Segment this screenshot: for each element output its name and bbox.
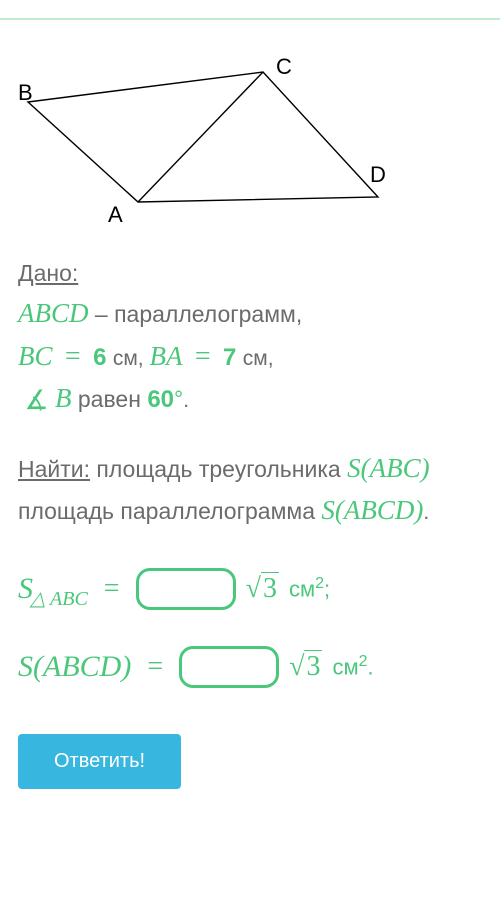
diagonal-ac [138,72,263,202]
s-abcd: S(ABCD) [321,495,423,525]
find-text1: площадь треугольника [90,456,347,482]
answer-row-triangle: S△ ABC = √3 см2; [18,568,482,610]
parallelogram-input[interactable] [179,646,279,688]
s-abc: S(ABC) [347,453,429,483]
angle-value: 60 [147,386,174,413]
bc-value: 6 [93,344,106,371]
degree-icon: ° [174,386,183,412]
tri-unit: см2; [289,575,330,602]
eq-2: = [195,341,211,372]
given-period: . [183,389,189,412]
answer-row-parallelogram: S(ABCD) = √3 см2. [18,646,482,688]
triangle-input[interactable] [136,568,236,610]
find-text2: площадь параллелограмма [18,498,321,524]
ba-value: 7 [223,344,236,371]
find-heading: Найти: [18,456,90,482]
eq-tri: = [104,573,120,605]
given-line3: ∡ B равен 60°. [18,378,482,422]
label-d: D [370,162,386,187]
s-abcd-label: S(ABCD) [18,650,131,684]
given-line3-txt: равен [72,386,148,412]
ba-unit: см, [243,347,274,370]
given-line2: BC = 6 см, BA = 7 см, [18,335,482,378]
submit-button[interactable]: Ответить! [18,734,181,789]
sqrt3-tri: √3 [246,572,279,605]
given-line1: ABCD – параллелограмм, [18,293,482,335]
eq-par: = [147,651,163,683]
diagram-svg: B C D A [18,42,398,227]
side-bc: BC [18,341,53,371]
label-c: C [276,54,292,79]
parallelogram-diagram: B C D A [18,42,482,232]
label-a: A [108,202,123,227]
label-b: B [18,80,33,105]
angle-vertex: B [55,383,72,413]
eq-1: = [65,341,81,372]
top-divider [0,18,500,20]
bc-unit: см, [113,347,150,370]
given-line1-text: – параллелограмм, [89,301,303,327]
find-line2: площадь параллелограмма S(ABCD). [18,490,482,532]
par-unit: см2. [332,653,373,680]
sqrt3-par: √3 [289,650,322,683]
shape-abcd: ABCD [18,298,89,328]
angle-icon: ∡ [24,385,48,415]
find-period: . [423,501,429,524]
side-ba: BA [149,341,182,371]
given-heading: Дано: [18,260,482,287]
find-line1: Найти: площадь треугольника S(ABC) [18,448,482,490]
s-subscript: △ ABC [30,588,88,610]
quad-abcd [28,72,378,202]
content-area: B C D A Дано: ABCD – параллелограмм, BC … [0,42,500,819]
s-triangle-label: S△ ABC [18,572,88,606]
